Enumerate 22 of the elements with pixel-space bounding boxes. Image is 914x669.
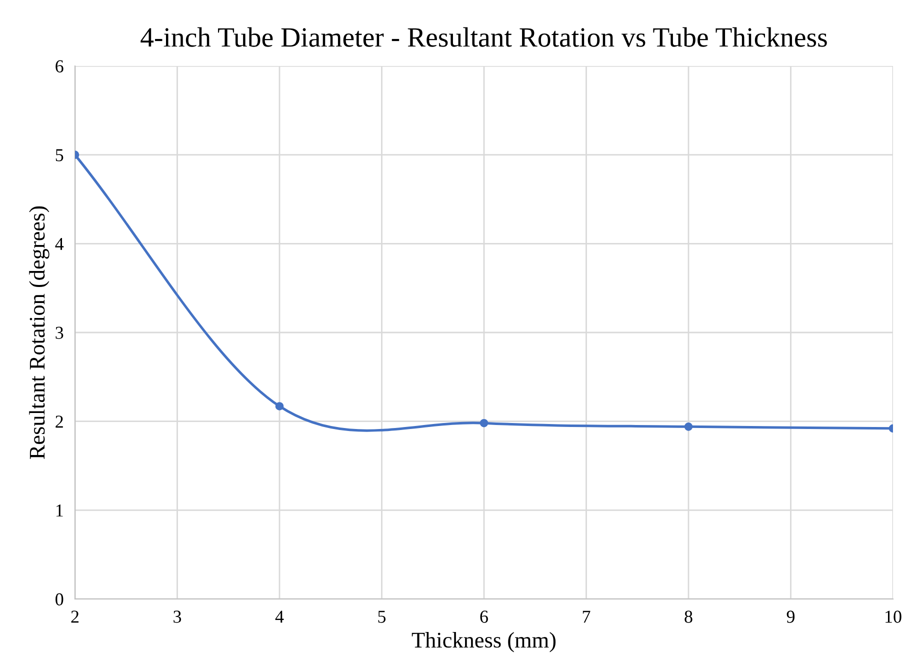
x-tick-label: 8 bbox=[684, 610, 692, 623]
y-tick-label: 2 bbox=[56, 416, 63, 428]
point bbox=[480, 418, 488, 428]
x-axis-title: Thickness (mm) bbox=[412, 632, 556, 652]
x-tick-label: 3 bbox=[174, 610, 182, 623]
chart-title: 4-inch Tube Diameter - Resultant Rotation vs Tube Thickness bbox=[140, 27, 827, 47]
y-tick-label: 1 bbox=[56, 504, 63, 516]
x-tick-label: 10 bbox=[886, 610, 902, 623]
y-tick-label: 6 bbox=[56, 60, 64, 72]
x-tick-label: 5 bbox=[378, 610, 386, 623]
point bbox=[275, 402, 284, 410]
point bbox=[684, 422, 693, 431]
y-tick-label: 3 bbox=[56, 326, 64, 339]
x-tick-label: 4 bbox=[275, 610, 284, 623]
x-tick-label: 6 bbox=[480, 610, 488, 623]
y-tick-label: 5 bbox=[56, 149, 64, 162]
x-tick-label: 9 bbox=[786, 610, 795, 623]
x-tick-label: 7 bbox=[582, 610, 590, 623]
y-tick-label: 4 bbox=[55, 238, 64, 250]
y-tick-label: 0 bbox=[56, 593, 64, 606]
y-axis-title: Resultant Rotation (degrees) bbox=[29, 206, 50, 459]
x-tick-label: 2 bbox=[71, 610, 79, 623]
